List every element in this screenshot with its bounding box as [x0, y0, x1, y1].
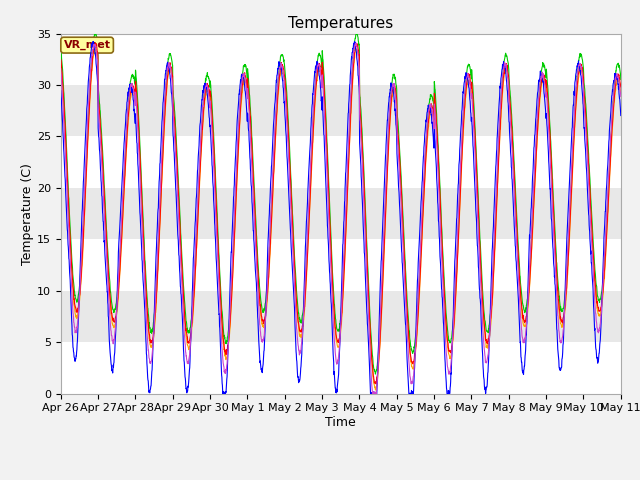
Text: VR_met: VR_met: [63, 40, 111, 50]
Bar: [61, 342, 621, 394]
Y-axis label: Temperature (C): Temperature (C): [21, 163, 34, 264]
Bar: [61, 291, 621, 342]
Bar: [61, 136, 621, 188]
Title: Temperatures: Temperatures: [288, 16, 394, 31]
Bar: [61, 85, 621, 136]
Bar: [61, 240, 621, 291]
Legend: Panel T, Old Ref Temp, AM25T Ref, HMP45 T, CNR1 PRT: Panel T, Old Ref Temp, AM25T Ref, HMP45 …: [111, 477, 570, 480]
X-axis label: Time: Time: [325, 416, 356, 429]
Bar: [61, 188, 621, 240]
Bar: [61, 34, 621, 85]
